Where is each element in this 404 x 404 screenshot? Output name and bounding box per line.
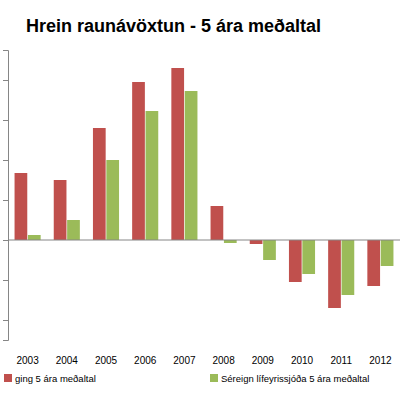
x-tick: 2012 [369, 355, 392, 366]
x-tick: 2005 [95, 355, 118, 366]
legend: ging 5 ára meðaltal Séreign lífeyrissjóða… [4, 373, 369, 384]
legend-label: ging 5 ára meðaltal [15, 373, 96, 384]
bars [15, 68, 394, 308]
x-tick: 2008 [212, 355, 235, 366]
bar [54, 180, 67, 240]
x-tick: 2004 [56, 355, 79, 366]
x-tick: 2003 [16, 355, 39, 366]
x-tick: 2010 [291, 355, 314, 366]
series [15, 68, 381, 308]
x-tick: 2009 [252, 355, 275, 366]
bar [15, 173, 28, 240]
y-tick [3, 120, 8, 121]
bar [342, 240, 355, 295]
y-tick-mark [3, 80, 8, 81]
x-tick: 2007 [173, 355, 196, 366]
y-tick [3, 320, 8, 321]
x-tick-label: 2006 [134, 355, 157, 366]
y-tick [3, 240, 8, 241]
x-tick-label: 2010 [291, 355, 314, 366]
bar [185, 91, 198, 240]
y-tick [3, 160, 8, 161]
x-tick-label: 2009 [252, 355, 275, 366]
x-tick-label: 2007 [173, 355, 196, 366]
bar [250, 240, 263, 244]
legend-item: ging 5 ára meðaltal [4, 373, 96, 384]
bar [171, 68, 184, 240]
legend-swatch [210, 374, 218, 382]
legend-swatch [4, 374, 12, 382]
bar [132, 82, 145, 240]
bar [28, 235, 41, 240]
bar [289, 240, 302, 282]
chart: Hrein raunávöxtun - 5 ára meðaltal200320… [0, 0, 404, 404]
series [28, 91, 394, 295]
y-tick [3, 200, 8, 201]
x-tick-label: 2005 [95, 355, 118, 366]
bar [146, 111, 159, 240]
y-axis [3, 51, 9, 341]
x-tick-label: 2003 [16, 355, 39, 366]
legend-item: Séreign lífeyrissjóða 5 ára meðaltal [210, 373, 369, 384]
x-tick-label: 2011 [330, 355, 352, 366]
y-tick [3, 80, 8, 81]
bar [67, 220, 80, 240]
x-tick-label: 2012 [369, 355, 392, 366]
bar [367, 240, 380, 286]
y-tick-mark [3, 320, 8, 321]
y-tick-mark [3, 120, 8, 121]
y-tick-mark [3, 160, 8, 161]
bar [381, 240, 394, 266]
bar [263, 240, 276, 260]
x-tick: 2006 [134, 355, 157, 366]
x-tick: 2011 [330, 355, 352, 366]
zero-line [8, 240, 400, 241]
x-axis: 2003 2004 2005 2006 2007 2008 2009 2010 2011 2012 [16, 355, 391, 366]
bar [93, 128, 106, 240]
x-tick-label: 2008 [212, 355, 235, 366]
y-tick-mark [3, 200, 8, 201]
x-tick-label: 2004 [56, 355, 79, 366]
bar [211, 206, 224, 240]
y-tick-mark [3, 280, 8, 281]
y-axis-line [3, 51, 9, 341]
y-tick [3, 280, 8, 281]
y-tick-mark [3, 240, 8, 241]
title: Hrein raunávöxtun - 5 ára meðaltal [26, 16, 321, 36]
bar [106, 160, 119, 240]
bar [328, 240, 341, 308]
bar [302, 240, 315, 274]
legend-label: Séreign lífeyrissjóða 5 ára meðaltal [221, 373, 369, 384]
